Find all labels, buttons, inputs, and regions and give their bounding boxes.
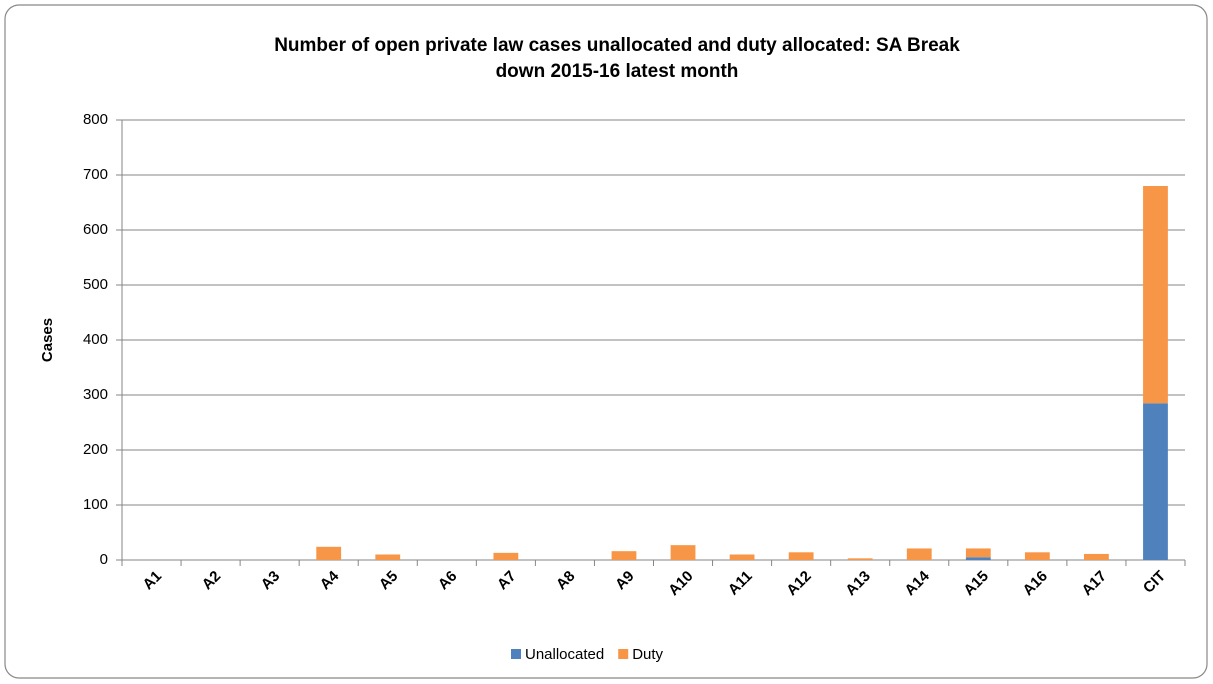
bar-segment [788,552,814,560]
y-tick-label: 500 [83,276,108,293]
chart-title: down 2015-16 latest month [496,61,739,82]
y-axis-title: Cases [39,318,56,362]
y-tick-label: 0 [100,551,108,568]
bar-segment [965,557,991,560]
y-tick-label: 700 [83,166,108,183]
bar-segment [316,546,342,560]
y-tick-label: 800 [83,111,108,128]
bar-segment [375,554,401,560]
bar-segment [847,558,873,560]
bar-segment [1143,403,1168,560]
chart-title: Number of open private law cases unalloc… [274,35,960,56]
y-tick-label: 200 [83,441,108,458]
bar-segment [1084,553,1109,560]
bar-segment [670,545,696,560]
legend-label: Duty [632,646,663,663]
y-tick-label: 600 [83,221,108,238]
chart-border [4,4,1208,679]
legend-swatch [511,649,521,659]
legend-label: Unallocated [525,646,604,663]
bar-segment [965,548,991,558]
legend-swatch [618,649,629,659]
bar-segment [493,552,519,560]
bar-segment [1024,552,1050,560]
bar-segment [1143,186,1168,404]
y-tick-label: 100 [83,496,108,513]
bar-segment [906,548,932,560]
y-tick-label: 400 [83,331,108,348]
bar-segment [729,554,755,560]
y-tick-label: 300 [83,386,108,403]
bar-segment [611,551,637,560]
